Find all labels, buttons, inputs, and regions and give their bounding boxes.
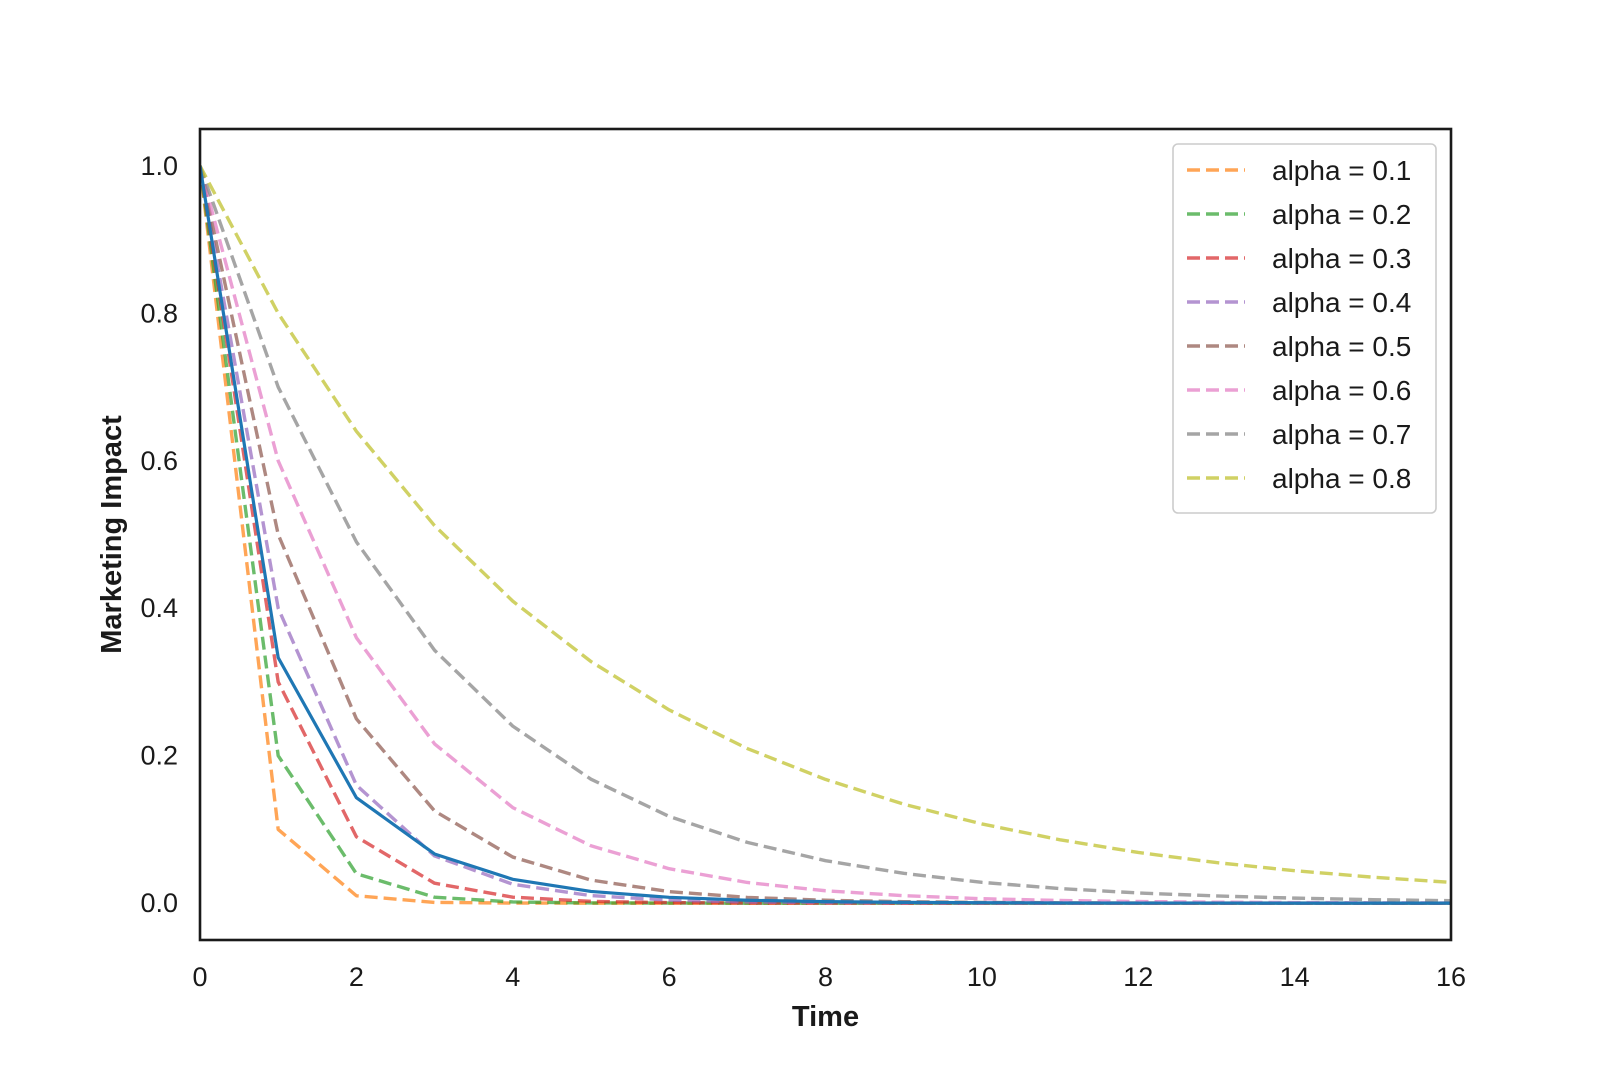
x-tick-label: 2 (349, 962, 364, 992)
series-line-alpha-0-8 (200, 165, 1451, 885)
legend-item: alpha = 0.2 (1187, 199, 1411, 230)
x-axis-ticks: 0 2 4 6 8 10 12 14 16 (192, 962, 1466, 992)
legend-label: alpha = 0.5 (1272, 331, 1411, 362)
x-tick-label: 4 (505, 962, 520, 992)
y-tick-label: 0.8 (140, 298, 178, 328)
legend-label: alpha = 0.2 (1272, 199, 1411, 230)
x-tick-label: 6 (662, 962, 677, 992)
legend-item: alpha = 0.1 (1187, 155, 1411, 186)
legend-label: alpha = 0.6 (1272, 375, 1411, 406)
legend-item: alpha = 0.5 (1187, 331, 1411, 362)
x-tick-label: 12 (1123, 962, 1153, 992)
x-tick-label: 0 (192, 962, 207, 992)
x-tick-label: 10 (967, 962, 997, 992)
legend-label: alpha = 0.4 (1272, 287, 1411, 318)
legend-item: alpha = 0.7 (1187, 419, 1411, 450)
x-axis-title: Time (792, 1001, 859, 1033)
legend-item: alpha = 0.4 (1187, 287, 1411, 318)
legend-item: alpha = 0.3 (1187, 243, 1411, 274)
y-tick-label: 1.0 (140, 151, 178, 181)
legend-box (1172, 143, 1437, 514)
series-layer (200, 165, 1451, 905)
y-tick-label: 0.4 (140, 593, 178, 623)
x-tick-label: 16 (1436, 962, 1466, 992)
legend-item: alpha = 0.8 (1187, 463, 1411, 494)
y-tick-label: 0.6 (140, 446, 178, 476)
plot-frame (198, 127, 1453, 942)
y-tick-label: 0.0 (140, 888, 178, 918)
legend-label: alpha = 0.7 (1272, 419, 1411, 450)
legend: alpha = 0.1 alpha = 0.2 alpha = 0.3 alpha =… (1172, 143, 1437, 514)
y-axis-title: Marketing Impact (96, 415, 128, 654)
legend-label: alpha = 0.1 (1272, 155, 1411, 186)
x-tick-label: 8 (818, 962, 833, 992)
y-tick-label: 0.2 (140, 741, 178, 771)
series-line-alpha-0-7 (200, 165, 1451, 903)
series-line-unlabeled (200, 165, 1451, 905)
y-axis-ticks: 0.0 0.2 0.4 0.6 0.8 1.0 (140, 151, 178, 918)
legend-item: alpha = 0.6 (1187, 375, 1411, 406)
legend-label: alpha = 0.8 (1272, 463, 1411, 494)
x-tick-label: 14 (1280, 962, 1310, 992)
legend-label: alpha = 0.3 (1272, 243, 1411, 274)
